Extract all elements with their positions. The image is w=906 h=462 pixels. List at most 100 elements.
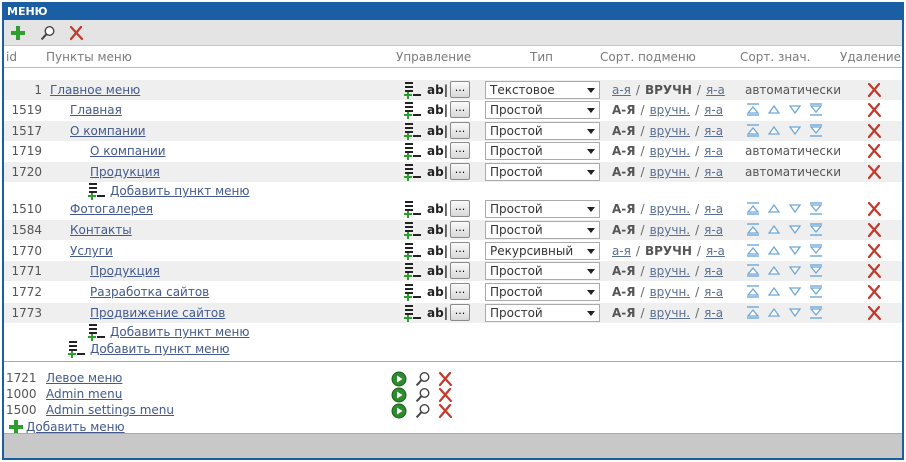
- move-bottom-icon[interactable]: [809, 263, 823, 278]
- type-select[interactable]: Простой: [485, 163, 600, 181]
- move-down-icon[interactable]: [788, 201, 802, 216]
- sort-option-link[interactable]: я-а: [704, 124, 724, 138]
- add-child-icon[interactable]: [88, 323, 106, 341]
- ab-rename-icon[interactable]: ab|: [427, 285, 449, 299]
- sort-option-link[interactable]: вручн.: [649, 223, 691, 237]
- ellipsis-button-icon[interactable]: ...: [450, 200, 470, 217]
- move-up-icon[interactable]: [767, 102, 781, 117]
- red-x-icon[interactable]: [866, 201, 882, 217]
- sort-option-link[interactable]: я-а: [704, 264, 724, 278]
- sort-option-link[interactable]: вручн.: [649, 306, 691, 320]
- move-top-icon[interactable]: [746, 263, 760, 278]
- move-bottom-icon[interactable]: [809, 102, 823, 117]
- plus-icon[interactable]: [10, 25, 26, 41]
- type-select[interactable]: Простой: [485, 122, 600, 140]
- menu-link[interactable]: Admin menu: [46, 387, 123, 401]
- type-select[interactable]: Простой: [485, 200, 600, 218]
- sort-option-link[interactable]: а-я: [612, 244, 631, 258]
- add-menu-item-label[interactable]: Добавить пункт меню: [110, 325, 250, 339]
- sort-option-link[interactable]: я-а: [704, 285, 724, 299]
- sort-option-link[interactable]: я-а: [704, 165, 724, 179]
- add-child-icon[interactable]: [404, 142, 422, 160]
- play-icon[interactable]: [391, 403, 407, 419]
- menu-item-link[interactable]: О компании: [90, 144, 166, 158]
- move-top-icon[interactable]: [746, 305, 760, 320]
- menu-item-link[interactable]: Разработка сайтов: [90, 285, 210, 299]
- add-child-icon[interactable]: [404, 221, 422, 239]
- sort-option-link[interactable]: вручн.: [649, 165, 691, 179]
- magnifier-icon[interactable]: [40, 25, 56, 41]
- plus-icon[interactable]: [8, 419, 24, 435]
- type-select[interactable]: Простой: [485, 262, 600, 280]
- sort-option-link[interactable]: я-а: [704, 144, 724, 158]
- play-icon[interactable]: [391, 371, 407, 387]
- red-x-icon[interactable]: [68, 25, 84, 41]
- move-down-icon[interactable]: [788, 222, 802, 237]
- red-x-icon[interactable]: [866, 102, 882, 118]
- sort-option-link[interactable]: вручн.: [649, 264, 691, 278]
- move-down-icon[interactable]: [788, 123, 802, 138]
- move-top-icon[interactable]: [746, 243, 760, 258]
- ab-rename-icon[interactable]: ab|: [427, 202, 449, 216]
- ab-rename-icon[interactable]: ab|: [427, 165, 449, 179]
- sort-option-link[interactable]: я-а: [705, 244, 725, 258]
- ab-rename-icon[interactable]: ab|: [427, 83, 449, 97]
- magnifier-icon[interactable]: [415, 371, 431, 387]
- type-select[interactable]: Текстовое: [485, 81, 600, 99]
- menu-item-link[interactable]: Контакты: [70, 223, 132, 237]
- ellipsis-button-icon[interactable]: ...: [450, 163, 470, 180]
- move-bottom-icon[interactable]: [809, 305, 823, 320]
- move-top-icon[interactable]: [746, 284, 760, 299]
- sort-option-link[interactable]: вручн.: [649, 124, 691, 138]
- red-x-icon[interactable]: [866, 243, 882, 259]
- red-x-icon[interactable]: [866, 164, 882, 180]
- red-x-icon[interactable]: [437, 371, 453, 387]
- sort-option-link[interactable]: вручн.: [649, 144, 691, 158]
- move-top-icon[interactable]: [746, 123, 760, 138]
- move-up-icon[interactable]: [767, 201, 781, 216]
- ab-rename-icon[interactable]: ab|: [427, 244, 449, 258]
- move-up-icon[interactable]: [767, 243, 781, 258]
- ab-rename-icon[interactable]: ab|: [427, 124, 449, 138]
- add-menu-item-label[interactable]: Добавить пункт меню: [110, 184, 250, 198]
- ellipsis-button-icon[interactable]: ...: [450, 122, 470, 139]
- sort-option-link[interactable]: вручн.: [649, 103, 691, 117]
- move-bottom-icon[interactable]: [809, 222, 823, 237]
- move-bottom-icon[interactable]: [809, 123, 823, 138]
- sort-option-link[interactable]: я-а: [704, 103, 724, 117]
- red-x-icon[interactable]: [866, 222, 882, 238]
- add-child-icon[interactable]: [68, 340, 86, 358]
- ellipsis-button-icon[interactable]: ...: [450, 242, 470, 259]
- move-bottom-icon[interactable]: [809, 284, 823, 299]
- add-child-icon[interactable]: [404, 283, 422, 301]
- ellipsis-button-icon[interactable]: ...: [450, 221, 470, 238]
- ab-rename-icon[interactable]: ab|: [427, 306, 449, 320]
- menu-item-link[interactable]: Услуги: [70, 244, 113, 258]
- menu-link[interactable]: Admin settings menu: [46, 403, 175, 417]
- move-up-icon[interactable]: [767, 305, 781, 320]
- move-down-icon[interactable]: [788, 305, 802, 320]
- move-top-icon[interactable]: [746, 102, 760, 117]
- add-child-icon[interactable]: [404, 122, 422, 140]
- move-up-icon[interactable]: [767, 123, 781, 138]
- add-child-icon[interactable]: [404, 262, 422, 280]
- move-top-icon[interactable]: [746, 222, 760, 237]
- ellipsis-button-icon[interactable]: ...: [450, 101, 470, 118]
- ab-rename-icon[interactable]: ab|: [427, 223, 449, 237]
- menu-item-link[interactable]: Фотогалерея: [70, 202, 153, 216]
- ab-rename-icon[interactable]: ab|: [427, 144, 449, 158]
- red-x-icon[interactable]: [866, 82, 882, 98]
- move-down-icon[interactable]: [788, 243, 802, 258]
- red-x-icon[interactable]: [437, 387, 453, 403]
- magnifier-icon[interactable]: [415, 387, 431, 403]
- move-down-icon[interactable]: [788, 102, 802, 117]
- sort-option-link[interactable]: а-я: [612, 83, 631, 97]
- menu-link[interactable]: Левое меню: [46, 371, 123, 385]
- move-up-icon[interactable]: [767, 263, 781, 278]
- ellipsis-button-icon[interactable]: ...: [450, 262, 470, 279]
- type-select[interactable]: Простой: [485, 142, 600, 160]
- ab-rename-icon[interactable]: ab|: [427, 264, 449, 278]
- add-child-icon[interactable]: [404, 81, 422, 99]
- ellipsis-button-icon[interactable]: ...: [450, 304, 470, 321]
- red-x-icon[interactable]: [866, 305, 882, 321]
